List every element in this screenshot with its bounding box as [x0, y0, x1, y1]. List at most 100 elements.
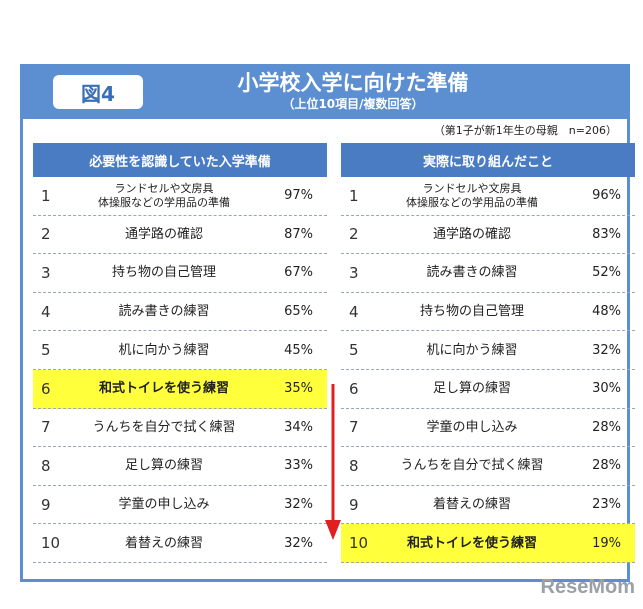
rank-number: 9 [41, 495, 51, 514]
percentage-value: 30% [592, 381, 621, 397]
percentage-value: 87% [284, 226, 313, 242]
item-label: 着替えの練習 [69, 524, 259, 562]
percentage-value: 19% [592, 535, 621, 551]
item-label-line: 持ち物の自己管理 [419, 304, 524, 320]
item-label: 通学路の確認 [69, 216, 259, 254]
item-label: 和式トイレを使う練習 [69, 370, 259, 408]
rank-number: 3 [41, 263, 51, 282]
percentage-value: 33% [284, 458, 313, 474]
item-label: 着替えの練習 [377, 486, 567, 524]
table-recognized: 必要性を認識していた入学準備 1 ランドセルや文房具 体操服などの学用品の準備 97%… [33, 143, 327, 563]
table-row: 5 机に向かう練習 32% [341, 331, 635, 370]
item-label: 足し算の練習 [69, 447, 259, 485]
item-label-line: 足し算の練習 [432, 381, 511, 397]
table-row: 2 通学路の確認 87% [33, 216, 327, 255]
item-label-line: ランドセルや文房具 [422, 181, 522, 195]
item-label-line: 学童の申し込み [118, 497, 210, 513]
rank-number: 7 [349, 418, 359, 437]
percentage-value: 34% [284, 419, 313, 435]
rows-recognized: 1 ランドセルや文房具 体操服などの学用品の準備 97% 2 通学路の確認 87% 3 持ち物の… [33, 177, 327, 563]
item-label-line: 和式トイレを使う練習 [98, 381, 229, 397]
item-label: 持ち物の自己管理 [69, 254, 259, 292]
item-label: ランドセルや文房具 体操服などの学用品の準備 [377, 177, 567, 215]
rank-number: 3 [349, 263, 359, 282]
item-label: うんちを自分で拭く練習 [69, 409, 259, 447]
percentage-value: 83% [592, 226, 621, 242]
item-label-line: 着替えの練習 [124, 535, 203, 551]
rank-number: 5 [41, 341, 51, 360]
table-row: 10 和式トイレを使う練習 19% [341, 524, 635, 563]
rank-number: 8 [349, 456, 359, 475]
rank-number: 10 [41, 534, 61, 553]
rank-number: 1 [349, 186, 359, 205]
percentage-value: 32% [284, 497, 313, 513]
percentage-value: 48% [592, 304, 621, 320]
percentage-value: 45% [284, 342, 313, 358]
table-row: 6 和式トイレを使う練習 35% [33, 369, 327, 409]
column-header-recognized: 必要性を認識していた入学準備 [33, 143, 327, 177]
item-label-line: うんちを自分で拭く練習 [92, 419, 236, 435]
item-label-line: 机に向かう練習 [426, 342, 518, 358]
rank-number: 1 [41, 186, 51, 205]
item-label: 読み書きの練習 [69, 293, 259, 331]
percentage-value: 65% [284, 304, 313, 320]
item-label: 足し算の練習 [377, 370, 567, 408]
percentage-value: 28% [592, 419, 621, 435]
percentage-value: 67% [284, 265, 313, 281]
table-row: 7 うんちを自分で拭く練習 34% [33, 409, 327, 448]
item-label-line: 体操服などの学用品の準備 [406, 195, 538, 209]
table-row: 9 着替えの練習 23% [341, 486, 635, 525]
item-label: 学童の申し込み [69, 486, 259, 524]
rank-number: 4 [41, 302, 51, 321]
item-label: 和式トイレを使う練習 [377, 524, 567, 562]
table-row: 6 足し算の練習 30% [341, 370, 635, 409]
table-row: 7 学童の申し込み 28% [341, 409, 635, 448]
item-label: ランドセルや文房具 体操服などの学用品の準備 [69, 177, 259, 215]
chart-title: 小学校入学に向けた準備 [237, 71, 469, 95]
table-row: 1 ランドセルや文房具 体操服などの学用品の準備 97% [33, 177, 327, 216]
item-label-line: 持ち物の自己管理 [111, 265, 216, 281]
item-label-line: 通学路の確認 [124, 226, 203, 242]
table-row: 3 読み書きの練習 52% [341, 254, 635, 293]
percentage-value: 35% [284, 381, 313, 397]
rank-number: 5 [349, 341, 359, 360]
table-row: 5 机に向かう練習 45% [33, 331, 327, 370]
percentage-value: 32% [284, 535, 313, 551]
item-label-line: 着替えの練習 [432, 497, 511, 513]
rank-number: 2 [41, 225, 51, 244]
table-row: 1 ランドセルや文房具 体操服などの学用品の準備 96% [341, 177, 635, 216]
column-header-actual: 実際に取り組んだこと [341, 143, 635, 177]
rank-number: 10 [349, 534, 369, 553]
chart-subtitle: （上位10項目/複数回答） [282, 97, 424, 111]
item-label: 机に向かう練習 [69, 331, 259, 369]
item-label: 通学路の確認 [377, 216, 567, 254]
table-row: 4 読み書きの練習 65% [33, 293, 327, 332]
item-label: うんちを自分で拭く練習 [377, 447, 567, 485]
table-row: 3 持ち物の自己管理 67% [33, 254, 327, 293]
percentage-value: 96% [592, 188, 621, 204]
item-label: 読み書きの練習 [377, 254, 567, 292]
item-label: 持ち物の自己管理 [377, 293, 567, 331]
item-label-line: うんちを自分で拭く練習 [400, 458, 544, 474]
percentage-value: 32% [592, 342, 621, 358]
rows-actual: 1 ランドセルや文房具 体操服などの学用品の準備 96% 2 通学路の確認 83% 3 読み書き… [341, 177, 635, 563]
rank-number: 6 [349, 379, 359, 398]
item-label-line: 読み書きの練習 [118, 304, 210, 320]
percentage-value: 52% [592, 265, 621, 281]
item-label-line: 机に向かう練習 [118, 342, 210, 358]
item-label-line: 読み書きの練習 [426, 265, 518, 281]
percentage-value: 23% [592, 497, 621, 513]
title-bar: 図4 小学校入学に向けた準備 （上位10項目/複数回答） [23, 67, 627, 119]
table-row: 10 着替えの練習 32% [33, 524, 327, 563]
table-actual: 実際に取り組んだこと 1 ランドセルや文房具 体操服などの学用品の準備 96% 2 通学路… [341, 143, 635, 563]
item-label-line: 通学路の確認 [432, 226, 511, 242]
rank-number: 9 [349, 495, 359, 514]
item-label: 学童の申し込み [377, 409, 567, 447]
percentage-value: 28% [592, 458, 621, 474]
item-label-line: 体操服などの学用品の準備 [98, 195, 230, 209]
figure-frame: 図4 小学校入学に向けた準備 （上位10項目/複数回答） （第1子が新1年生の母… [20, 64, 635, 582]
table-row: 8 うんちを自分で拭く練習 28% [341, 447, 635, 486]
rank-drop-arrow [325, 384, 341, 540]
table-row: 2 通学路の確認 83% [341, 216, 635, 255]
item-label-line: ランドセルや文房具 [114, 181, 214, 195]
